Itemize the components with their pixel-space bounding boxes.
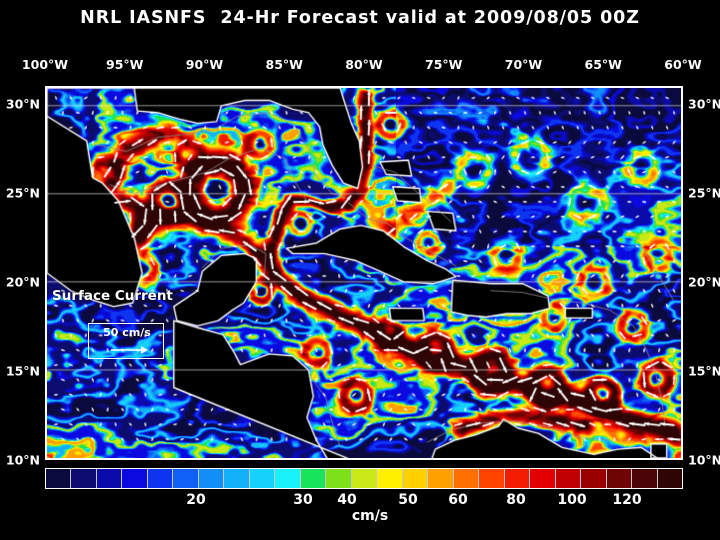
latitude-tick-label: 25°N [5, 185, 40, 201]
colorbar [45, 468, 683, 489]
colorbar-swatch [96, 469, 123, 488]
longitude-tick-label: 100°W [21, 57, 69, 72]
colorbar-tick-label: 20 [186, 492, 206, 508]
longitude-tick-label: 75°W [425, 57, 463, 72]
latitude-tick-label: 20°N [688, 274, 720, 290]
map-plot-area [45, 86, 683, 460]
colorbar-swatch [530, 469, 556, 488]
latitude-tick-label: 25°N [688, 185, 720, 201]
colorbar-swatch [122, 469, 148, 488]
colorbar-tick-label: 80 [506, 492, 526, 508]
colorbar-units-label: cm/s [351, 508, 389, 524]
vector-scale-label: 50 cm/s [103, 326, 151, 339]
longitude-tick-label: 90°W [185, 57, 224, 72]
colorbar-swatch [581, 469, 607, 488]
colorbar-swatch [46, 469, 72, 488]
colorbar-swatch [224, 469, 250, 488]
field-label: Surface Current [52, 288, 173, 304]
colorbar-tick-label: 60 [448, 492, 468, 508]
longitude-tick-label: 95°W [106, 57, 144, 72]
right-arrow-icon [111, 346, 148, 354]
colorbar-swatches [46, 469, 683, 488]
colorbar-swatch [377, 469, 403, 488]
colorbar-swatch [249, 469, 276, 488]
colorbar-swatch [555, 469, 582, 488]
colorbar-swatch [632, 469, 658, 488]
colorbar-tick-label: 30 [293, 492, 313, 508]
latitude-tick-label: 15°N [688, 363, 720, 379]
vector-scale-legend: 50 cm/s [88, 323, 164, 359]
colorbar-tick-label: 40 [337, 492, 357, 508]
latitude-tick-label: 10°N [688, 452, 720, 468]
longitude-tick-label: 70°W [504, 57, 543, 72]
colorbar-tick-label: 50 [398, 492, 418, 508]
colorbar-swatch [428, 469, 454, 488]
latitude-tick-label: 30°N [5, 96, 40, 112]
colorbar-swatch [402, 469, 429, 488]
colorbar-swatch [147, 469, 174, 488]
colorbar-swatch [504, 469, 531, 488]
surface-current-heatmap [47, 88, 681, 458]
colorbar-swatch [606, 469, 633, 488]
longitude-tick-label: 85°W [265, 57, 303, 72]
colorbar-swatch [275, 469, 301, 488]
latitude-tick-label: 20°N [5, 274, 40, 290]
colorbar-swatch [453, 469, 480, 488]
colorbar-swatch [479, 469, 505, 488]
longitude-tick-label: 60°W [664, 57, 702, 72]
colorbar-tick-label: 100 [557, 492, 587, 508]
colorbar-swatch [300, 469, 327, 488]
colorbar-swatch [351, 469, 378, 488]
colorbar-swatch [326, 469, 352, 488]
colorbar-swatch [657, 469, 683, 488]
latitude-tick-label: 10°N [5, 452, 40, 468]
colorbar-tick-label: 120 [612, 492, 642, 508]
colorbar-swatch [198, 469, 225, 488]
longitude-tick-label: 80°W [345, 57, 383, 72]
page-title: NRL IASNFS 24-Hr Forecast valid at 2009/… [80, 8, 640, 28]
latitude-tick-label: 30°N [688, 96, 720, 112]
latitude-tick-label: 15°N [5, 363, 40, 379]
colorbar-swatch [173, 469, 199, 488]
longitude-tick-label: 65°W [584, 57, 622, 72]
colorbar-swatch [71, 469, 97, 488]
